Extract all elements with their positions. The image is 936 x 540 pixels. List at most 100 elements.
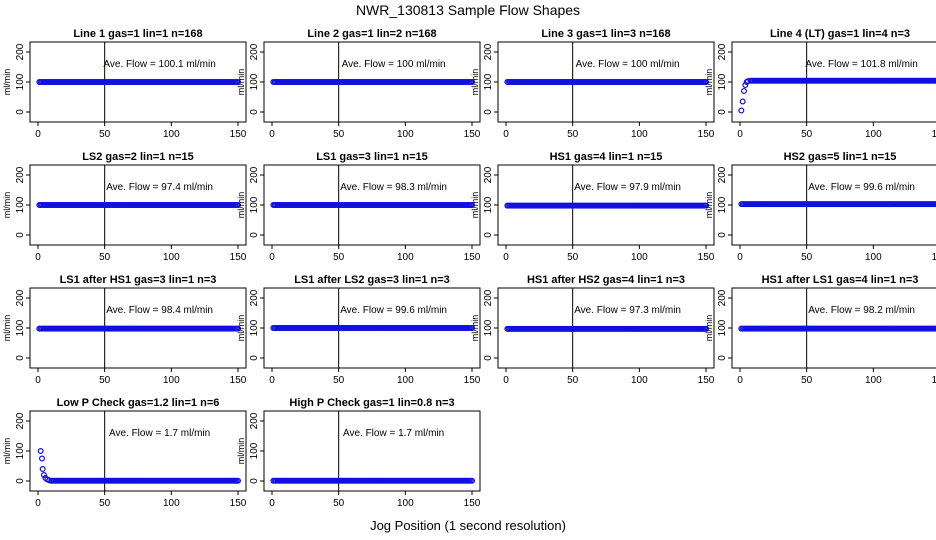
panel-12: HS1 after LS1 gas=4 lin=1 n=3 0 50 100 150 0 1… bbox=[704, 274, 936, 386]
y-tick-label: 0 bbox=[249, 355, 260, 361]
y-tick-label: 200 bbox=[15, 412, 26, 429]
x-tick-label: 100 bbox=[397, 498, 414, 509]
x-tick-label: 100 bbox=[163, 129, 180, 140]
panel-13: Low P Check gas=1.2 lin=1 n=6 0 50 100 150 0 1… bbox=[2, 397, 247, 509]
y-axis-label: ml/min bbox=[470, 192, 480, 219]
panel-9: LS1 after HS1 gas=3 lin=1 n=3 0 50 100 150 0 1… bbox=[2, 274, 247, 386]
avg-flow-annotation: Ave. Flow = 97.9 ml/min bbox=[574, 182, 681, 193]
data-point bbox=[37, 448, 44, 455]
panel-10: LS1 after LS2 gas=3 lin=1 n=3 0 50 100 150 0 1… bbox=[236, 274, 481, 386]
y-tick-label: 0 bbox=[717, 355, 728, 361]
y-tick-label: 200 bbox=[717, 166, 728, 183]
avg-flow-annotation: Ave. Flow = 1.7 ml/min bbox=[343, 428, 444, 439]
x-tick-label: 100 bbox=[631, 375, 648, 386]
x-tick-label: 100 bbox=[865, 252, 882, 263]
y-tick-label: 100 bbox=[483, 73, 494, 90]
y-tick-label: 0 bbox=[15, 109, 26, 115]
panel-7: HS1 gas=4 lin=1 n=150 50 100 1500100200ml/m… bbox=[470, 151, 715, 263]
x-tick-label: 150 bbox=[698, 129, 715, 140]
x-tick-label: 150 bbox=[932, 375, 936, 386]
x-tick-label: 50 bbox=[333, 252, 345, 263]
y-tick-label: 0 bbox=[15, 355, 26, 361]
avg-flow-annotation: Ave. Flow = 100 ml/min bbox=[576, 59, 680, 70]
x-tick-label: 150 bbox=[932, 252, 936, 263]
y-tick-label: 100 bbox=[717, 196, 728, 213]
panel-8: HS2 gas=5 lin=1 n=15 0 50 100 150 0 100 200ml/m… bbox=[704, 151, 936, 263]
y-axis-label: ml/min bbox=[236, 438, 246, 465]
x-tick-label: 150 bbox=[230, 375, 247, 386]
y-tick-label: 0 bbox=[15, 478, 26, 484]
y-tick-label: 200 bbox=[249, 289, 260, 306]
panel-3: Line 3 gas=1 lin=3 n=168 0 50 100 150 0 100 200… bbox=[470, 28, 715, 140]
y-axis-label: ml/min bbox=[236, 192, 246, 219]
panel-11: HS1 after HS2 gas=4 lin=1 n=3 0 50 100 150 0 1… bbox=[470, 274, 715, 386]
data-point bbox=[742, 81, 749, 88]
x-tick-label: 50 bbox=[567, 252, 579, 263]
panel-title: HS2 gas=5 lin=1 n=15 bbox=[784, 151, 897, 163]
panel-title: LS1 gas=3 lin=1 n=15 bbox=[316, 151, 428, 163]
y-tick-label: 200 bbox=[717, 43, 728, 60]
data-point bbox=[235, 325, 242, 332]
y-tick-label: 0 bbox=[249, 232, 260, 238]
y-tick-label: 0 bbox=[15, 232, 26, 238]
y-tick-label: 200 bbox=[15, 166, 26, 183]
x-tick-label: 150 bbox=[464, 252, 481, 263]
panel-title: Line 1 gas=1 lin=1 n=168 bbox=[73, 28, 202, 40]
panel-title: Line 4 (LT) gas=1 lin=4 n=3 bbox=[770, 28, 910, 40]
x-axis-label: Jog Position (1 second resolution) bbox=[370, 518, 566, 533]
panel-5: LS2 gas=2 lin=1 n=150 50 100 1500100200ml/m… bbox=[2, 151, 247, 263]
x-tick-label: 100 bbox=[163, 498, 180, 509]
y-tick-label: 100 bbox=[249, 73, 260, 90]
x-tick-label: 150 bbox=[932, 129, 936, 140]
x-tick-label: 50 bbox=[801, 375, 813, 386]
y-axis-label: ml/min bbox=[2, 192, 12, 219]
y-tick-label: 200 bbox=[717, 289, 728, 306]
avg-flow-annotation: Ave. Flow = 1.7 ml/min bbox=[109, 428, 210, 439]
avg-flow-annotation: Ave. Flow = 99.6 ml/min bbox=[808, 182, 915, 193]
x-tick-label: 150 bbox=[464, 498, 481, 509]
y-tick-label: 200 bbox=[15, 289, 26, 306]
avg-flow-annotation: Ave. Flow = 100.1 ml/min bbox=[103, 59, 215, 70]
x-tick-label: 0 bbox=[35, 375, 41, 386]
y-axis-label: ml/min bbox=[2, 69, 12, 96]
data-point bbox=[702, 325, 709, 332]
x-tick-label: 0 bbox=[503, 252, 509, 263]
x-tick-label: 50 bbox=[99, 498, 111, 509]
x-tick-label: 0 bbox=[269, 252, 275, 263]
y-axis-label: ml/min bbox=[236, 315, 246, 342]
panel-title: HS1 after HS2 gas=4 lin=1 n=3 bbox=[527, 274, 685, 286]
avg-flow-annotation: Ave. Flow = 98.3 ml/min bbox=[340, 182, 447, 193]
x-tick-label: 150 bbox=[230, 129, 247, 140]
x-tick-label: 100 bbox=[865, 129, 882, 140]
y-tick-label: 200 bbox=[249, 166, 260, 183]
data-point bbox=[235, 202, 242, 209]
y-tick-label: 0 bbox=[249, 478, 260, 484]
x-tick-label: 50 bbox=[99, 129, 111, 140]
x-tick-label: 100 bbox=[163, 252, 180, 263]
data-point bbox=[40, 472, 47, 479]
data-point bbox=[469, 477, 476, 484]
avg-flow-annotation: Ave. Flow = 97.4 ml/min bbox=[106, 182, 213, 193]
x-tick-label: 50 bbox=[99, 252, 111, 263]
x-tick-label: 0 bbox=[737, 252, 743, 263]
y-tick-label: 0 bbox=[717, 232, 728, 238]
x-tick-label: 100 bbox=[631, 129, 648, 140]
x-tick-label: 0 bbox=[35, 252, 41, 263]
y-tick-label: 100 bbox=[15, 196, 26, 213]
avg-flow-annotation: Ave. Flow = 97.3 ml/min bbox=[574, 305, 681, 316]
y-tick-label: 100 bbox=[249, 319, 260, 336]
y-tick-label: 100 bbox=[249, 442, 260, 459]
y-tick-label: 100 bbox=[717, 319, 728, 336]
y-axis-label: ml/min bbox=[470, 69, 480, 96]
page-title: NWR_130813 Sample Flow Shapes bbox=[355, 2, 581, 18]
x-tick-label: 150 bbox=[464, 129, 481, 140]
y-tick-label: 100 bbox=[483, 319, 494, 336]
data-point bbox=[738, 107, 745, 114]
y-axis-label: ml/min bbox=[704, 192, 714, 219]
data-point bbox=[38, 455, 45, 462]
y-tick-label: 0 bbox=[249, 109, 260, 115]
x-tick-label: 50 bbox=[333, 129, 345, 140]
avg-flow-annotation: Ave. Flow = 101.8 ml/min bbox=[805, 59, 917, 70]
x-tick-label: 100 bbox=[397, 375, 414, 386]
x-tick-label: 50 bbox=[99, 375, 111, 386]
